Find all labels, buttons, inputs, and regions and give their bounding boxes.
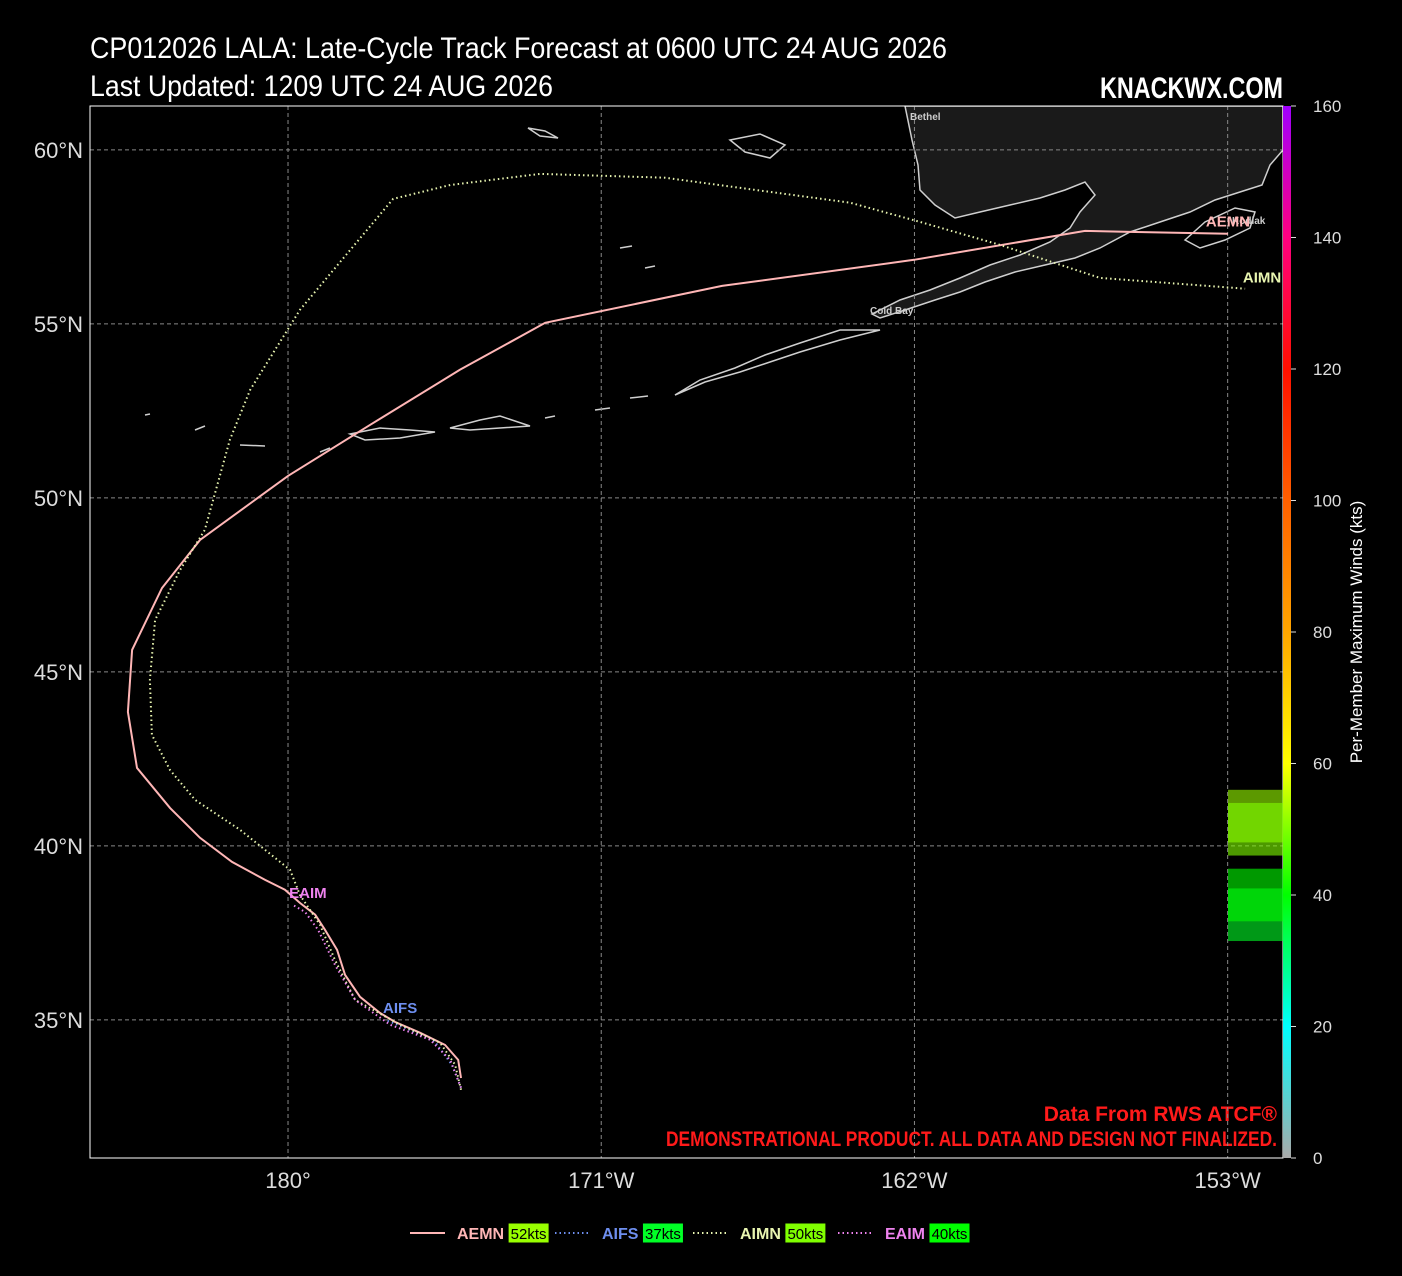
island-chain [674,329,881,396]
y-tick-label: 60°N [34,138,83,163]
wind-marker [1228,802,1283,856]
y-tick-label: 45°N [34,660,83,685]
disclaimer: DEMONSTRATIONAL PRODUCT. ALL DATA AND DE… [666,1128,1277,1151]
chart-subtitle: Last Updated: 1209 UTC 24 AUG 2026 [90,70,553,103]
y-tick-label: 55°N [34,312,83,337]
colorbar-tick-label: 160 [1313,97,1341,116]
legend-label: AEMN [457,1226,504,1243]
map: Bethel Cold Bay Kodiak [144,106,1283,453]
islands [144,245,656,453]
legend-label: AIMN [740,1226,781,1243]
track-end-label: AIMN [1243,270,1281,287]
colorbar-tick-label: 80 [1313,623,1332,642]
legend-wind-label: 52kts [511,1226,547,1243]
colorbar [1283,106,1291,1158]
legend-wind-label: 40kts [932,1226,968,1243]
y-tick-label: 50°N [34,486,83,511]
colorbar-tick-label: 0 [1313,1149,1322,1168]
track-end-label: AIFS [383,1000,417,1017]
coastlines [144,106,1283,453]
legend-wind-badge [928,1222,971,1244]
colorbar-tick-label: 140 [1313,229,1341,248]
x-tick-label: 171°W [568,1168,635,1193]
y-tick-label: 35°N [34,1008,83,1033]
place-label: Kodiak [1232,216,1266,227]
colorbar-tick-label: 40 [1313,886,1332,905]
x-tick-label: 180° [265,1168,311,1193]
track-line [126,229,1229,1079]
x-tick-label: 162°W [881,1168,948,1193]
legend-wind-label: 50kts [787,1226,823,1243]
track-end-label: EAIM [289,885,327,902]
x-tick-label: 153°W [1195,1168,1262,1193]
legend-label: AIFS [602,1226,639,1243]
source-note: Data From RWS ATCF® [1044,1103,1278,1126]
wind-marker [1228,868,1283,922]
legend-wind-badge [507,1222,550,1244]
chart-title: CP012026 LALA: Late-Cycle Track Forecast… [90,32,947,65]
colorbar-tick-label: 20 [1313,1018,1332,1037]
legend-wind-badge [641,1222,684,1244]
land [870,106,1283,319]
legend-wind-label: 37kts [645,1226,681,1243]
place-label: Bethel [910,112,941,123]
legend-label: EAIM [885,1226,925,1243]
colorbar-tick-label: 100 [1313,492,1341,511]
colorbar-tick-label: 60 [1313,755,1332,774]
place-label: Cold Bay [870,306,914,317]
brand: KNACKWX.COM [1100,72,1283,105]
legend-wind-badge [784,1222,827,1244]
y-tick-label: 40°N [34,834,83,859]
track-line [148,172,1246,1091]
colorbar-tick-label: 120 [1313,360,1341,379]
island [1183,207,1256,249]
track-end-label: AEMN [1206,214,1250,231]
colorbar-label: Per-Member Maximum Winds (kts) [1347,501,1366,764]
